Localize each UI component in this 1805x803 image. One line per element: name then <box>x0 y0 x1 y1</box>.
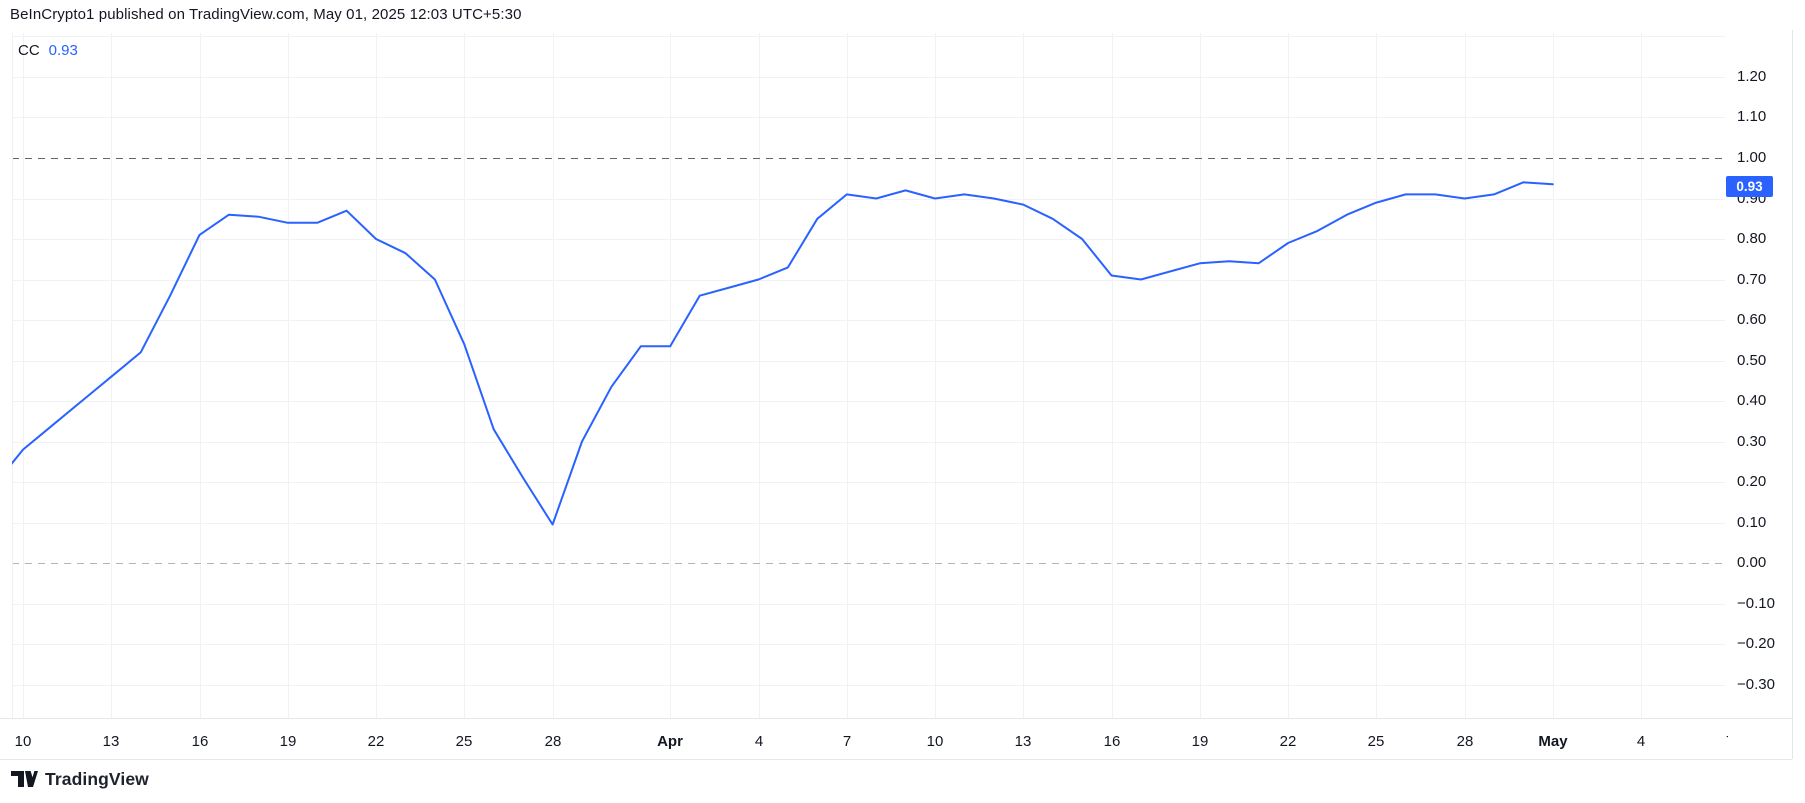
price-axis-label: 0.40 <box>1737 392 1767 409</box>
time-axis-label: 19 <box>279 733 297 750</box>
time-axis-label: 22 <box>367 733 385 750</box>
time-axis-label: 4 <box>754 733 764 750</box>
price-axis-label: 0.10 <box>1737 514 1767 531</box>
time-axis-label: 16 <box>1103 733 1121 750</box>
price-axis-label: 0.70 <box>1737 271 1767 288</box>
time-axis-label-clipped: 7 <box>1723 728 1728 756</box>
time-axis-label: 28 <box>544 733 562 750</box>
price-axis-label: 0.20 <box>1737 473 1767 490</box>
time-axis-label: 10 <box>926 733 944 750</box>
price-axis-label: −0.20 <box>1737 635 1775 652</box>
time-axis-label: May <box>1538 733 1568 750</box>
tradingview-logo-text: TradingView <box>45 769 149 789</box>
last-value-badge: 0.93 <box>1726 176 1773 197</box>
time-axis-label: 7 <box>842 733 852 750</box>
price-axis-label: −0.30 <box>1737 676 1775 693</box>
price-axis-label: 1.10 <box>1737 108 1767 125</box>
price-axis-label: 0.00 <box>1737 554 1767 571</box>
indicator-name: CC <box>18 42 40 59</box>
price-axis-label: −0.10 <box>1737 595 1775 612</box>
time-axis-label: 25 <box>455 733 473 750</box>
price-axis-label: 1.00 <box>1737 149 1767 166</box>
time-axis-label: Apr <box>657 733 683 750</box>
time-axis-label: 4 <box>1636 733 1646 750</box>
price-axis-label: 0.80 <box>1737 230 1767 247</box>
tradingview-logo-icon <box>11 771 38 787</box>
tradingview-logo[interactable]: TradingView <box>10 769 149 790</box>
time-axis-label: 22 <box>1279 733 1297 750</box>
indicator-value: 0.93 <box>48 42 78 59</box>
time-axis-label: 25 <box>1367 733 1385 750</box>
time-axis-label: 13 <box>102 733 120 750</box>
price-axis-label: 0.60 <box>1737 311 1767 328</box>
time-axis-label: 19 <box>1191 733 1209 750</box>
publish-header: BeInCrypto1 published on TradingView.com… <box>10 6 522 23</box>
time-axis-label: 16 <box>191 733 209 750</box>
series-line <box>12 181 1554 526</box>
price-axis-label: 1.20 <box>1737 68 1767 85</box>
indicator-legend[interactable]: CC 0.93 <box>18 42 78 59</box>
price-axis-label: 0.30 <box>1737 433 1767 450</box>
time-axis-label: 13 <box>1014 733 1032 750</box>
time-axis-label: 28 <box>1456 733 1474 750</box>
time-axis-label: 10 <box>14 733 32 750</box>
price-axis-label: 0.50 <box>1737 352 1767 369</box>
